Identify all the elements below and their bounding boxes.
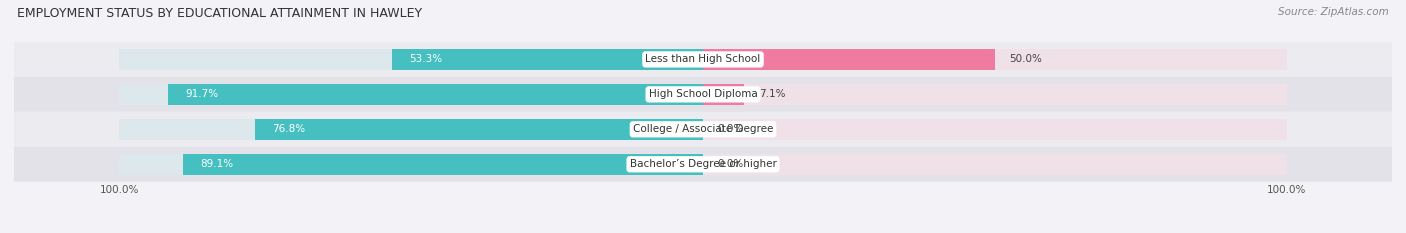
Bar bbox=[703, 49, 995, 70]
Bar bbox=[703, 49, 1286, 70]
Text: Bachelor’s Degree or higher: Bachelor’s Degree or higher bbox=[630, 159, 776, 169]
Text: 89.1%: 89.1% bbox=[200, 159, 233, 169]
Bar bbox=[120, 154, 703, 175]
FancyBboxPatch shape bbox=[14, 147, 1392, 182]
Bar bbox=[392, 49, 703, 70]
Text: 7.1%: 7.1% bbox=[759, 89, 786, 99]
Text: 0.0%: 0.0% bbox=[717, 159, 744, 169]
Bar bbox=[120, 84, 703, 105]
Text: 53.3%: 53.3% bbox=[409, 55, 443, 64]
Bar bbox=[703, 84, 744, 105]
Text: 50.0%: 50.0% bbox=[1010, 55, 1042, 64]
FancyBboxPatch shape bbox=[14, 112, 1392, 147]
Text: Source: ZipAtlas.com: Source: ZipAtlas.com bbox=[1278, 7, 1389, 17]
Text: 0.0%: 0.0% bbox=[717, 124, 744, 134]
Text: High School Diploma: High School Diploma bbox=[648, 89, 758, 99]
Bar bbox=[703, 84, 1286, 105]
Bar bbox=[167, 84, 703, 105]
Text: EMPLOYMENT STATUS BY EDUCATIONAL ATTAINMENT IN HAWLEY: EMPLOYMENT STATUS BY EDUCATIONAL ATTAINM… bbox=[17, 7, 422, 20]
Text: 91.7%: 91.7% bbox=[186, 89, 218, 99]
Bar bbox=[703, 119, 1286, 140]
Bar bbox=[254, 119, 703, 140]
Text: Less than High School: Less than High School bbox=[645, 55, 761, 64]
FancyBboxPatch shape bbox=[14, 77, 1392, 112]
Bar bbox=[703, 154, 1286, 175]
Text: College / Associate Degree: College / Associate Degree bbox=[633, 124, 773, 134]
FancyBboxPatch shape bbox=[14, 42, 1392, 77]
Bar bbox=[183, 154, 703, 175]
Bar bbox=[120, 49, 703, 70]
Bar bbox=[120, 119, 703, 140]
Text: 76.8%: 76.8% bbox=[273, 124, 305, 134]
